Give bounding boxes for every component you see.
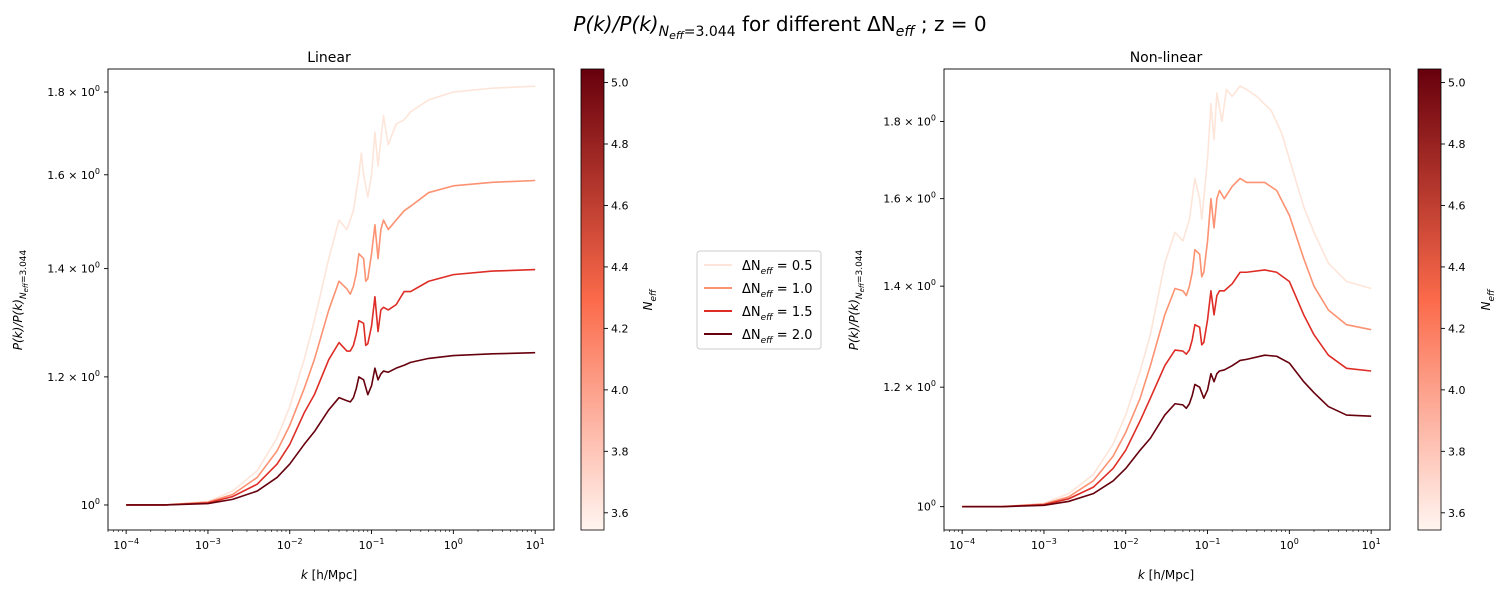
linear-y-axis-label: P(k)/P(k)Neff=3.044 bbox=[11, 249, 30, 350]
nonlinear-x-tick-label-3: 10−1 bbox=[1195, 537, 1221, 552]
nonlinear-colorbar-label: Neff bbox=[1479, 288, 1497, 311]
nonlinear-series-line-2 bbox=[962, 269, 1372, 508]
nonlinear-series-line-1 bbox=[962, 177, 1372, 508]
title-subsub: eff bbox=[669, 29, 685, 42]
nonlinear-series-line-0 bbox=[962, 85, 1372, 508]
linear-y-tick-label-2: 1.4 × 100 bbox=[47, 261, 100, 276]
nonlinear-series-line-3 bbox=[962, 354, 1372, 508]
linear-x-axis-label: k [h/Mpc] bbox=[301, 568, 357, 582]
nonlinear-colorbar: Neff 3.6 3.8 4.0 4.2 4.4 4.6 4.8 5.0 bbox=[1417, 68, 1497, 531]
nonlinear-x-tick-label-2: 10−2 bbox=[1113, 537, 1139, 552]
legend-label-3: ΔNeff = 2.0 bbox=[742, 328, 813, 346]
figure-title: P(k)/P(k)Neff=3.044 for different ΔNeff … bbox=[573, 12, 986, 42]
linear-x-tick-label-4: 100 bbox=[444, 537, 463, 552]
title-sub-tail: =3.044 bbox=[684, 24, 736, 40]
linear-series-line-3 bbox=[126, 351, 536, 506]
nonlinear-colorbar-tick-label-6: 4.8 bbox=[1448, 138, 1466, 151]
linear-y-tick-label-4: 1.8 × 100 bbox=[47, 84, 100, 99]
linear-x-tick-label-2: 10−2 bbox=[277, 537, 303, 552]
nonlinear-y-tick-label-2: 1.4 × 100 bbox=[883, 278, 936, 293]
title-rest-sub: eff bbox=[896, 24, 917, 40]
title-tail: ; z = 0 bbox=[914, 12, 986, 36]
linear-colorbar-tick-label-7: 5.0 bbox=[611, 77, 629, 90]
linear-panel: Linear k [h/Mpc] P(k)/P(k)Neff=3.044 10−… bbox=[11, 50, 555, 582]
nonlinear-plot-area: 10−4 10−3 10−2 10−1 100 101 100 1.2 × 100 1.4 × … bbox=[883, 68, 1391, 552]
linear-colorbar: Neff 3.6 3.8 4.0 4.2 4.4 4.6 4.8 5.0 bbox=[580, 68, 659, 531]
title-rest: for different ΔN bbox=[736, 12, 896, 36]
linear-series-line-0 bbox=[126, 85, 536, 506]
linear-y-tick-label-0: 100 bbox=[81, 497, 100, 512]
nonlinear-colorbar-tick-label-1: 3.8 bbox=[1448, 445, 1466, 458]
linear-colorbar-tick-label-4: 4.4 bbox=[611, 261, 629, 274]
legend-label-0: ΔNeff = 0.5 bbox=[742, 259, 813, 277]
linear-x-tick-label-3: 10−1 bbox=[359, 537, 385, 552]
nonlinear-x-axis-label: k [h/Mpc] bbox=[1138, 568, 1194, 582]
legend: ΔNeff = 0.5 ΔNeff = 1.0 ΔNeff = 1.5 ΔNef… bbox=[696, 250, 822, 350]
linear-x-tick-label-0: 10−4 bbox=[113, 537, 139, 552]
nonlinear-axes-frame bbox=[943, 68, 1391, 531]
nonlinear-y-axis-label: P(k)/P(k)Neff=3.044 bbox=[847, 249, 866, 350]
linear-x-tick-label-5: 101 bbox=[526, 537, 545, 552]
nonlinear-y-tick-label-3: 1.6 × 100 bbox=[883, 191, 936, 206]
linear-x-tick-label-1: 10−3 bbox=[195, 537, 221, 552]
nonlinear-colorbar-tick-label-2: 4.0 bbox=[1448, 384, 1466, 397]
linear-colorbar-tick-label-6: 4.8 bbox=[611, 138, 629, 151]
nonlinear-x-tick-label-1: 10−3 bbox=[1031, 537, 1057, 552]
linear-colorbar-tick-label-3: 4.2 bbox=[611, 322, 629, 335]
linear-colorbar-tick-label-2: 4.0 bbox=[611, 384, 629, 397]
nonlinear-panel-title: Non-linear bbox=[1130, 50, 1203, 66]
linear-y-tick-label-1: 1.2 × 100 bbox=[47, 369, 100, 384]
linear-plot-area: 10−4 10−3 10−2 10−1 100 101 100 1.2 × 100 1.4 × … bbox=[47, 68, 555, 552]
title-sub: N bbox=[659, 24, 670, 40]
linear-series-line-2 bbox=[126, 268, 536, 506]
linear-panel-title: Linear bbox=[307, 50, 351, 66]
legend-label-1: ΔNeff = 1.0 bbox=[742, 282, 813, 300]
nonlinear-colorbar-gradient bbox=[1417, 68, 1442, 531]
nonlinear-colorbar-tick-label-0: 3.6 bbox=[1448, 507, 1466, 520]
nonlinear-y-tick-label-0: 100 bbox=[917, 499, 936, 514]
nonlinear-x-tick-label-4: 100 bbox=[1280, 537, 1299, 552]
legend-label-2: ΔNeff = 1.5 bbox=[742, 305, 813, 323]
nonlinear-y-tick-label-1: 1.2 × 100 bbox=[883, 379, 936, 394]
nonlinear-colorbar-tick-label-5: 4.6 bbox=[1448, 199, 1466, 212]
nonlinear-y-tick-label-4: 1.8 × 100 bbox=[883, 113, 936, 128]
title-base: P(k)/P(k) bbox=[573, 12, 658, 36]
nonlinear-colorbar-tick-label-7: 5.0 bbox=[1448, 77, 1466, 90]
nonlinear-x-tick-label-0: 10−4 bbox=[949, 537, 975, 552]
linear-colorbar-tick-label-1: 3.8 bbox=[611, 445, 629, 458]
linear-colorbar-gradient bbox=[580, 68, 605, 531]
nonlinear-x-tick-label-5: 101 bbox=[1362, 537, 1381, 552]
linear-colorbar-tick-label-0: 3.6 bbox=[611, 507, 629, 520]
linear-y-tick-label-3: 1.6 × 100 bbox=[47, 167, 100, 182]
linear-series-line-1 bbox=[126, 179, 536, 506]
legend-frame bbox=[696, 250, 822, 350]
nonlinear-colorbar-tick-label-4: 4.4 bbox=[1448, 261, 1466, 274]
linear-colorbar-tick-label-5: 4.6 bbox=[611, 199, 629, 212]
nonlinear-colorbar-tick-label-3: 4.2 bbox=[1448, 322, 1466, 335]
linear-axes-frame bbox=[107, 68, 555, 531]
linear-colorbar-label: Neff bbox=[641, 288, 659, 311]
nonlinear-panel: Non-linear k [h/Mpc] P(k)/P(k)Neff=3.044… bbox=[847, 50, 1391, 582]
